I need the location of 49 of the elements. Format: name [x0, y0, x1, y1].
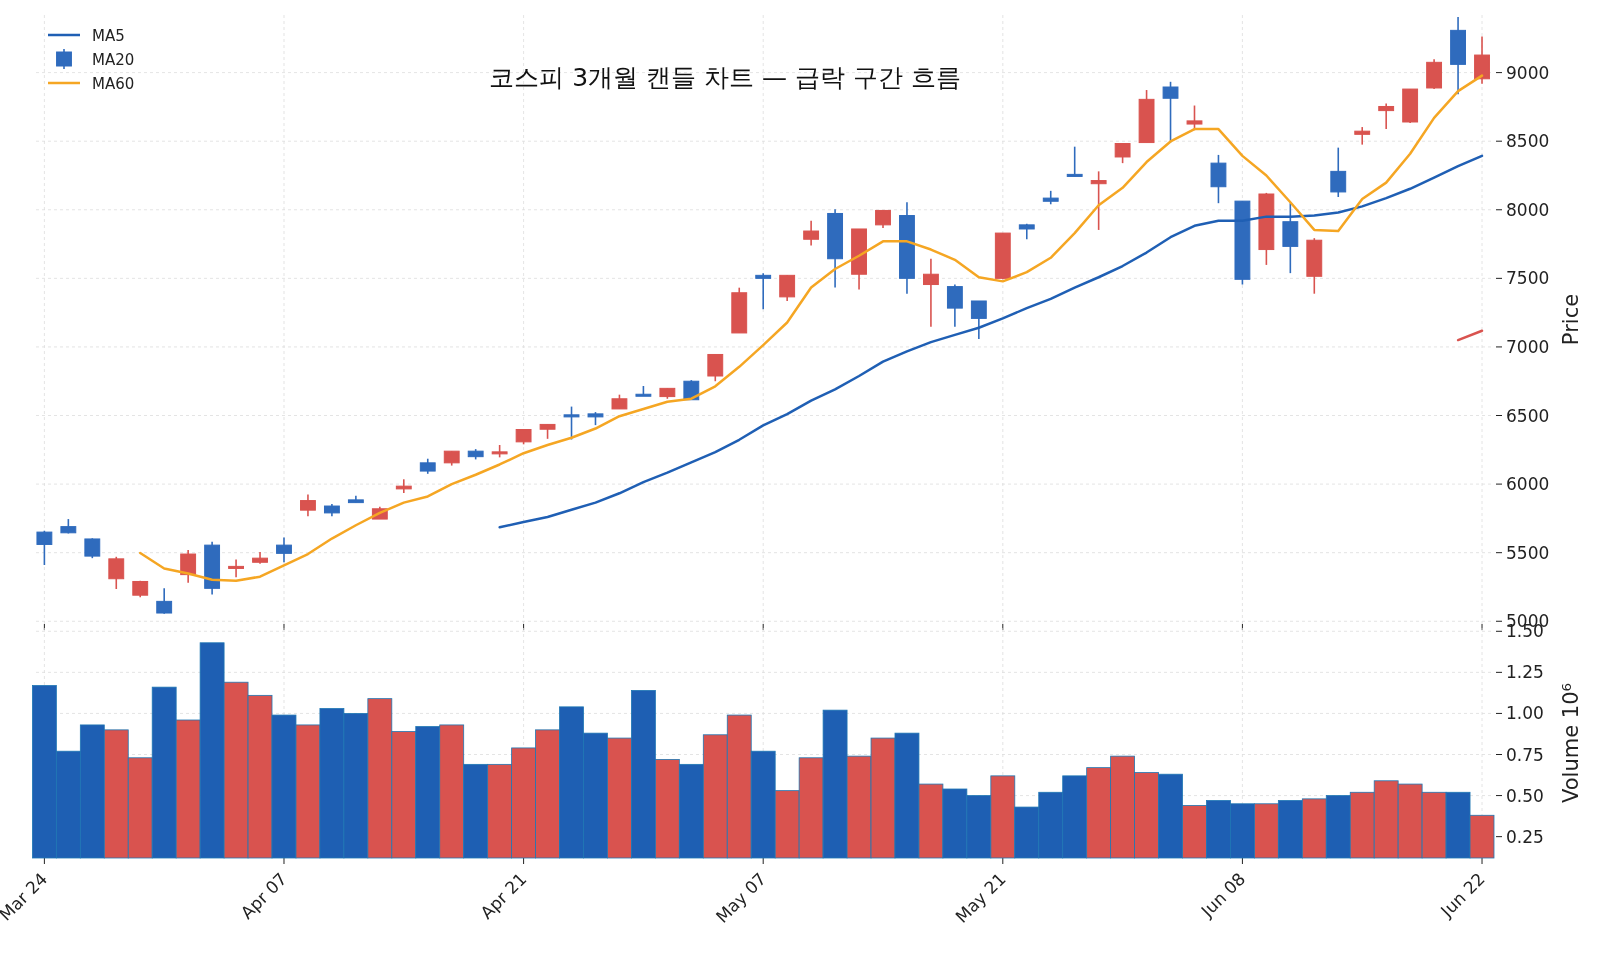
candlestick	[300, 493, 316, 518]
y-tick-label: 0.50	[1506, 785, 1544, 806]
candlestick	[36, 529, 53, 566]
y-tick-label: 1.00	[1506, 703, 1544, 724]
y-axis-title: Volume 10⁶	[1559, 683, 1583, 803]
y-tick-label: 6500	[1506, 405, 1550, 426]
candlestick	[180, 549, 197, 584]
candlestick	[1378, 102, 1395, 130]
candlestick	[946, 283, 963, 328]
candlestick	[707, 353, 724, 383]
y-tick-label: 7000	[1506, 336, 1550, 357]
y-axis-title: Price	[1559, 293, 1583, 346]
y-tick-label: 0.25	[1506, 826, 1544, 847]
candlestick	[108, 555, 125, 590]
legend-label: MA60	[92, 75, 135, 93]
y-tick-label: 0.75	[1506, 744, 1544, 765]
candlestick	[84, 537, 101, 559]
candlestick	[779, 274, 796, 302]
y-tick-label: 8500	[1506, 131, 1550, 152]
candlestick	[1066, 145, 1083, 178]
candlestick	[970, 300, 987, 340]
y-tick-label: 9000	[1506, 62, 1550, 83]
candlestick	[1474, 35, 1490, 85]
candlestick	[1354, 126, 1371, 146]
candlestick	[228, 558, 244, 579]
y-tick-label: 8000	[1506, 199, 1550, 220]
candlestick	[276, 536, 292, 564]
candlestick	[803, 219, 820, 247]
candlestick	[1330, 146, 1347, 198]
candlestick	[923, 257, 939, 328]
text: 코스피 3개월 캔들 차트 — 급락 구간 흐름	[489, 63, 961, 92]
candlestick	[395, 478, 412, 494]
y-tick-label: 1.25	[1506, 662, 1544, 683]
candlestick	[1210, 154, 1227, 204]
y-tick-label: 5500	[1506, 542, 1550, 563]
x-tick-label: Apr 21	[476, 868, 531, 923]
candlestick	[563, 405, 580, 441]
candlestick	[156, 587, 173, 615]
candlestick	[755, 272, 772, 311]
y-tick-label: 7500	[1506, 268, 1550, 289]
line-series	[498, 154, 1484, 529]
x-tick-label: Apr 07	[236, 868, 291, 923]
y-tick-label: 6000	[1506, 474, 1550, 495]
x-tick-label: Jun 22	[1436, 868, 1489, 922]
x-tick-label: Jun 08	[1196, 868, 1250, 922]
legend-label: MA5	[92, 27, 125, 45]
candlestick	[1114, 142, 1131, 164]
candlestick	[1090, 170, 1107, 231]
legend-label: MA20	[92, 51, 135, 69]
